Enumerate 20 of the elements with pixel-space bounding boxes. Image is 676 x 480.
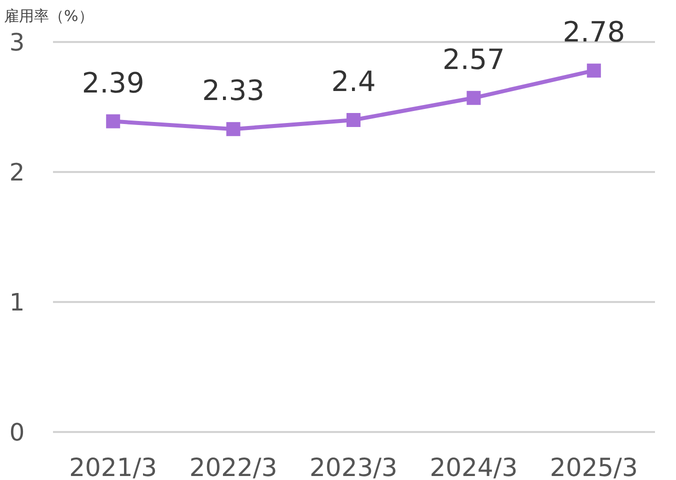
x-tick-label: 2023/3 <box>310 453 398 480</box>
x-tick-label: 2021/3 <box>69 453 158 480</box>
x-tick-label: 2024/3 <box>430 453 518 480</box>
y-tick-label: 0 <box>9 418 25 446</box>
data-label: 2.33 <box>202 74 264 108</box>
data-label: 2.78 <box>562 16 626 49</box>
point <box>346 113 360 127</box>
x-tick-label: 2025/3 <box>550 453 638 480</box>
y-tick-label: 2 <box>9 158 25 186</box>
data-label: 2.4 <box>331 65 376 98</box>
y-axis-title: 雇用率（%） <box>4 7 94 25</box>
data-label: 2.39 <box>82 66 144 100</box>
point <box>586 64 601 78</box>
y-tick-label: 3 <box>9 28 25 56</box>
point <box>226 122 240 136</box>
x-tick-label: 2022/3 <box>189 453 278 480</box>
data-label: 2.57 <box>442 42 505 76</box>
y-tick-label: 1 <box>9 288 25 316</box>
point <box>106 114 120 128</box>
point <box>466 90 481 105</box>
